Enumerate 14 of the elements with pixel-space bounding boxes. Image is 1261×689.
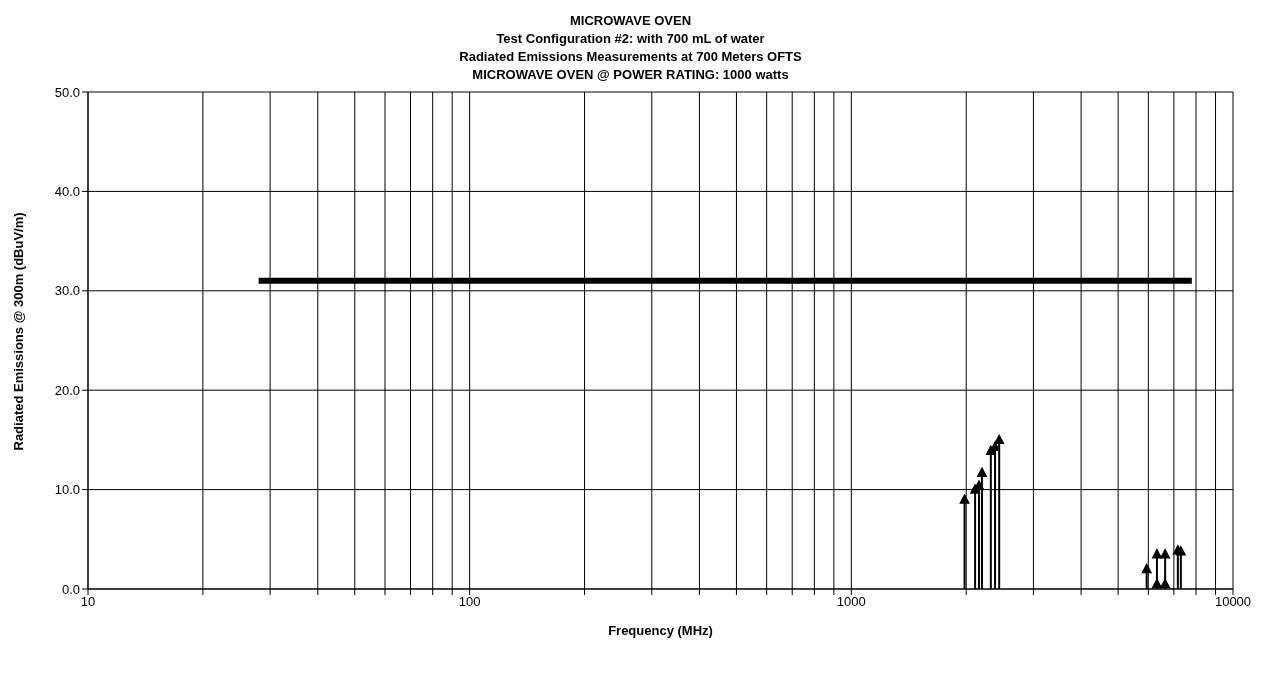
x-tick-label: 100 (458, 594, 481, 610)
y-tick-label: 50.0 (54, 84, 80, 100)
y-tick-label: 30.0 (54, 283, 80, 299)
y-tick-label: 0.0 (61, 581, 80, 597)
x-tick-label: 10000 (1214, 594, 1252, 610)
y-tick-label: 40.0 (54, 184, 80, 200)
chart-subtitle: Test Configuration #2: with 700 mL of water Radiated Emissions Measurements at 700 Meters OFTS MICROWAVE OVEN @ POWER RATING: 1000 watts (458, 30, 803, 84)
x-tick-label: 10 (80, 594, 96, 610)
y-axis-title: Radiated Emissions @ 300m (dBuV/m) (10, 212, 26, 451)
x-axis-title: Frequency (MHz) (608, 623, 713, 638)
y-tick-label: 10.0 (54, 482, 80, 498)
x-tick-label: 1000 (836, 594, 866, 610)
y-tick-label: 20.0 (54, 382, 80, 398)
chart-title: MICROWAVE OVEN (568, 12, 693, 30)
